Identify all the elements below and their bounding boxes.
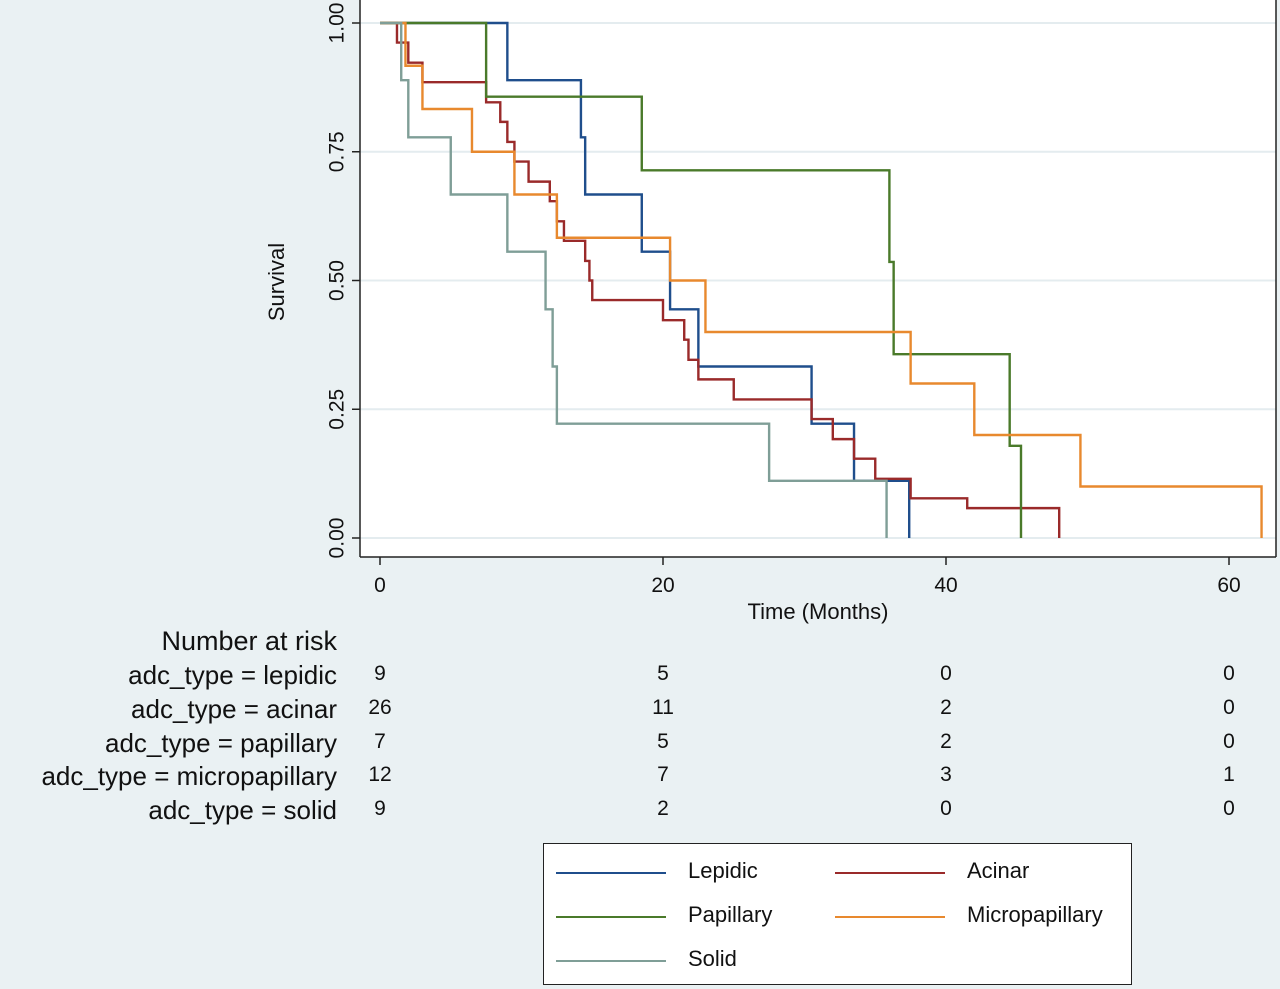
risk-count: 12 <box>368 763 392 786</box>
series-line-acinar <box>380 21 1061 538</box>
legend: Lepidic Acinar Papillary Micropapillary … <box>543 843 1132 985</box>
y-tick-label: 1.00 <box>326 3 349 44</box>
risk-count: 1 <box>1223 763 1235 786</box>
legend-item-micropapillary: Micropapillary <box>835 902 1125 932</box>
risk-row-label: adc_type = lepidic <box>128 660 337 690</box>
y-axis-label: Survival <box>264 243 289 321</box>
x-tick-label: 60 <box>1217 574 1240 597</box>
risk-count: 0 <box>940 662 952 685</box>
series-line-micropapillary <box>380 21 1263 538</box>
risk-count: 0 <box>1223 696 1235 719</box>
legend-label-papillary: Papillary <box>688 902 773 927</box>
plot-area <box>360 0 1276 557</box>
risk-table-title: Number at risk <box>161 626 337 656</box>
risk-row-label: adc_type = solid <box>148 795 337 825</box>
legend-swatch-acinar <box>835 872 945 874</box>
legend-item-lepidic: Lepidic <box>556 858 816 888</box>
series-line-solid <box>380 21 888 538</box>
risk-count: 5 <box>657 730 669 753</box>
legend-item-solid: Solid <box>556 946 816 976</box>
series-line-papillary <box>380 21 1023 538</box>
risk-row: adc_type = acinar 26 11 2 0 <box>0 694 1280 728</box>
risk-count: 7 <box>374 730 386 753</box>
legend-swatch-solid <box>556 960 666 962</box>
survival-chart: 0.00 0.25 0.50 0.75 1.00 0 20 40 60 Time (Months… <box>264 0 1277 624</box>
legend-label-acinar: Acinar <box>967 858 1030 883</box>
y-tick-label: 0.50 <box>326 260 349 301</box>
legend-label-lepidic: Lepidic <box>688 858 758 883</box>
y-tick-label: 0.75 <box>326 131 349 172</box>
risk-row: adc_type = lepidic 9 5 0 0 <box>0 660 1280 694</box>
risk-row-label: adc_type = papillary <box>105 728 337 758</box>
x-tick-label: 0 <box>374 574 386 597</box>
risk-row-label: adc_type = micropapillary <box>41 761 337 791</box>
risk-count: 9 <box>374 662 386 685</box>
risk-count: 3 <box>940 763 952 786</box>
series-group <box>380 21 1263 538</box>
legend-swatch-lepidic <box>556 872 666 874</box>
y-tick-label: 0.25 <box>326 389 349 430</box>
legend-item-acinar: Acinar <box>835 858 1115 888</box>
risk-count: 0 <box>1223 797 1235 820</box>
y-tick-label: 0.00 <box>326 518 349 559</box>
legend-swatch-papillary <box>556 916 666 918</box>
risk-count: 7 <box>657 763 669 786</box>
risk-count: 0 <box>940 797 952 820</box>
legend-item-papillary: Papillary <box>556 902 816 932</box>
risk-count: 0 <box>1223 730 1235 753</box>
legend-label-solid: Solid <box>688 946 737 971</box>
risk-row: adc_type = papillary 7 5 2 0 <box>0 728 1280 762</box>
risk-count: 11 <box>652 696 674 719</box>
risk-count: 26 <box>368 696 392 719</box>
risk-row: adc_type = micropapillary 12 7 3 1 <box>0 761 1280 795</box>
risk-count: 2 <box>940 730 952 753</box>
risk-count: 2 <box>657 797 669 820</box>
risk-count: 2 <box>940 696 952 719</box>
risk-count: 5 <box>657 662 669 685</box>
x-tick-label: 20 <box>651 574 674 597</box>
x-axis-label: Time (Months) <box>748 599 889 624</box>
ticks: 0.00 0.25 0.50 0.75 1.00 0 20 40 60 <box>326 3 1241 597</box>
risk-count: 0 <box>1223 662 1235 685</box>
x-tick-label: 40 <box>934 574 957 597</box>
legend-label-micropapillary: Micropapillary <box>967 902 1103 927</box>
legend-swatch-micropapillary <box>835 916 945 918</box>
risk-count: 9 <box>374 797 386 820</box>
risk-row-label: adc_type = acinar <box>131 694 337 724</box>
risk-row: adc_type = solid 9 2 0 0 <box>0 795 1280 829</box>
